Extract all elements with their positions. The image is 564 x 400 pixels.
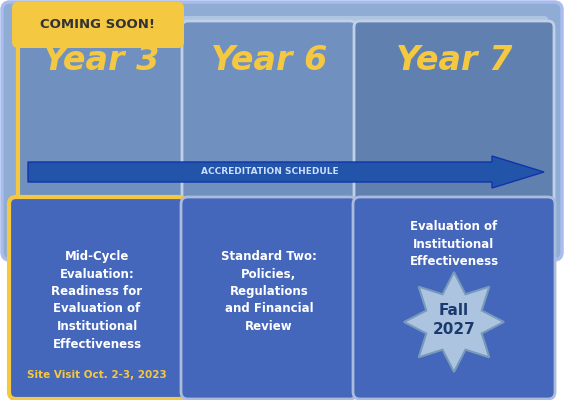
Text: COMING SOON!: COMING SOON! <box>41 18 156 32</box>
FancyBboxPatch shape <box>12 2 184 48</box>
Text: Standard Two:
Policies,
Regulations
and Financial
Review: Standard Two: Policies, Regulations and … <box>221 250 317 333</box>
FancyBboxPatch shape <box>2 2 562 260</box>
Text: Evaluation of
Institutional
Effectiveness: Evaluation of Institutional Effectivenes… <box>409 220 499 268</box>
Text: ACCREDITATION SCHEDULE: ACCREDITATION SCHEDULE <box>201 168 339 176</box>
Text: Year 7: Year 7 <box>396 44 512 76</box>
Text: Mid-Cycle
Evaluation:
Readiness for
Evaluation of
Institutional
Effectiveness: Mid-Cycle Evaluation: Readiness for Eval… <box>51 250 143 350</box>
Text: Site Visit Oct. 2-3, 2023: Site Visit Oct. 2-3, 2023 <box>27 370 167 380</box>
Text: Year 3: Year 3 <box>43 44 159 76</box>
FancyBboxPatch shape <box>354 21 554 208</box>
FancyBboxPatch shape <box>16 16 548 246</box>
FancyBboxPatch shape <box>182 21 356 208</box>
FancyBboxPatch shape <box>18 21 185 208</box>
Polygon shape <box>28 156 544 188</box>
Polygon shape <box>404 272 504 372</box>
FancyBboxPatch shape <box>353 197 555 399</box>
Text: Fall
2027: Fall 2027 <box>433 303 475 337</box>
FancyBboxPatch shape <box>9 197 186 399</box>
Text: Year 6: Year 6 <box>211 44 327 76</box>
FancyBboxPatch shape <box>181 197 357 399</box>
